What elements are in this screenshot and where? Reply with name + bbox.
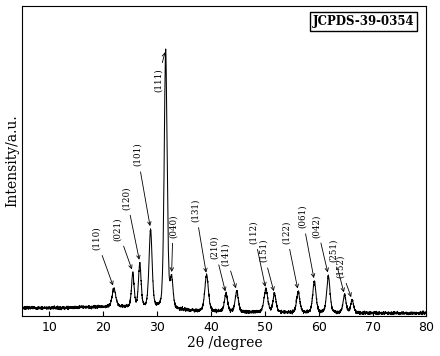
X-axis label: 2θ /degree: 2θ /degree [187,336,262,350]
Text: (112): (112) [249,220,266,286]
Text: (040): (040) [169,214,177,271]
Text: (061): (061) [298,205,315,277]
Text: (021): (021) [113,217,132,268]
Text: (152): (152) [336,255,351,296]
Text: (042): (042) [312,214,328,272]
Text: (141): (141) [221,242,236,287]
Text: (210): (210) [210,236,226,290]
Text: (110): (110) [92,226,113,285]
Text: (151): (151) [258,239,274,290]
Text: (101): (101) [133,143,151,225]
Text: JCPDS-39-0354: JCPDS-39-0354 [313,15,414,28]
Text: (111): (111) [154,53,165,92]
Text: (122): (122) [282,220,298,288]
Text: (251): (251) [329,239,345,292]
Text: (131): (131) [191,199,207,272]
Text: (120): (120) [122,186,140,259]
Y-axis label: Intensity/a.u.: Intensity/a.u. [6,114,19,207]
